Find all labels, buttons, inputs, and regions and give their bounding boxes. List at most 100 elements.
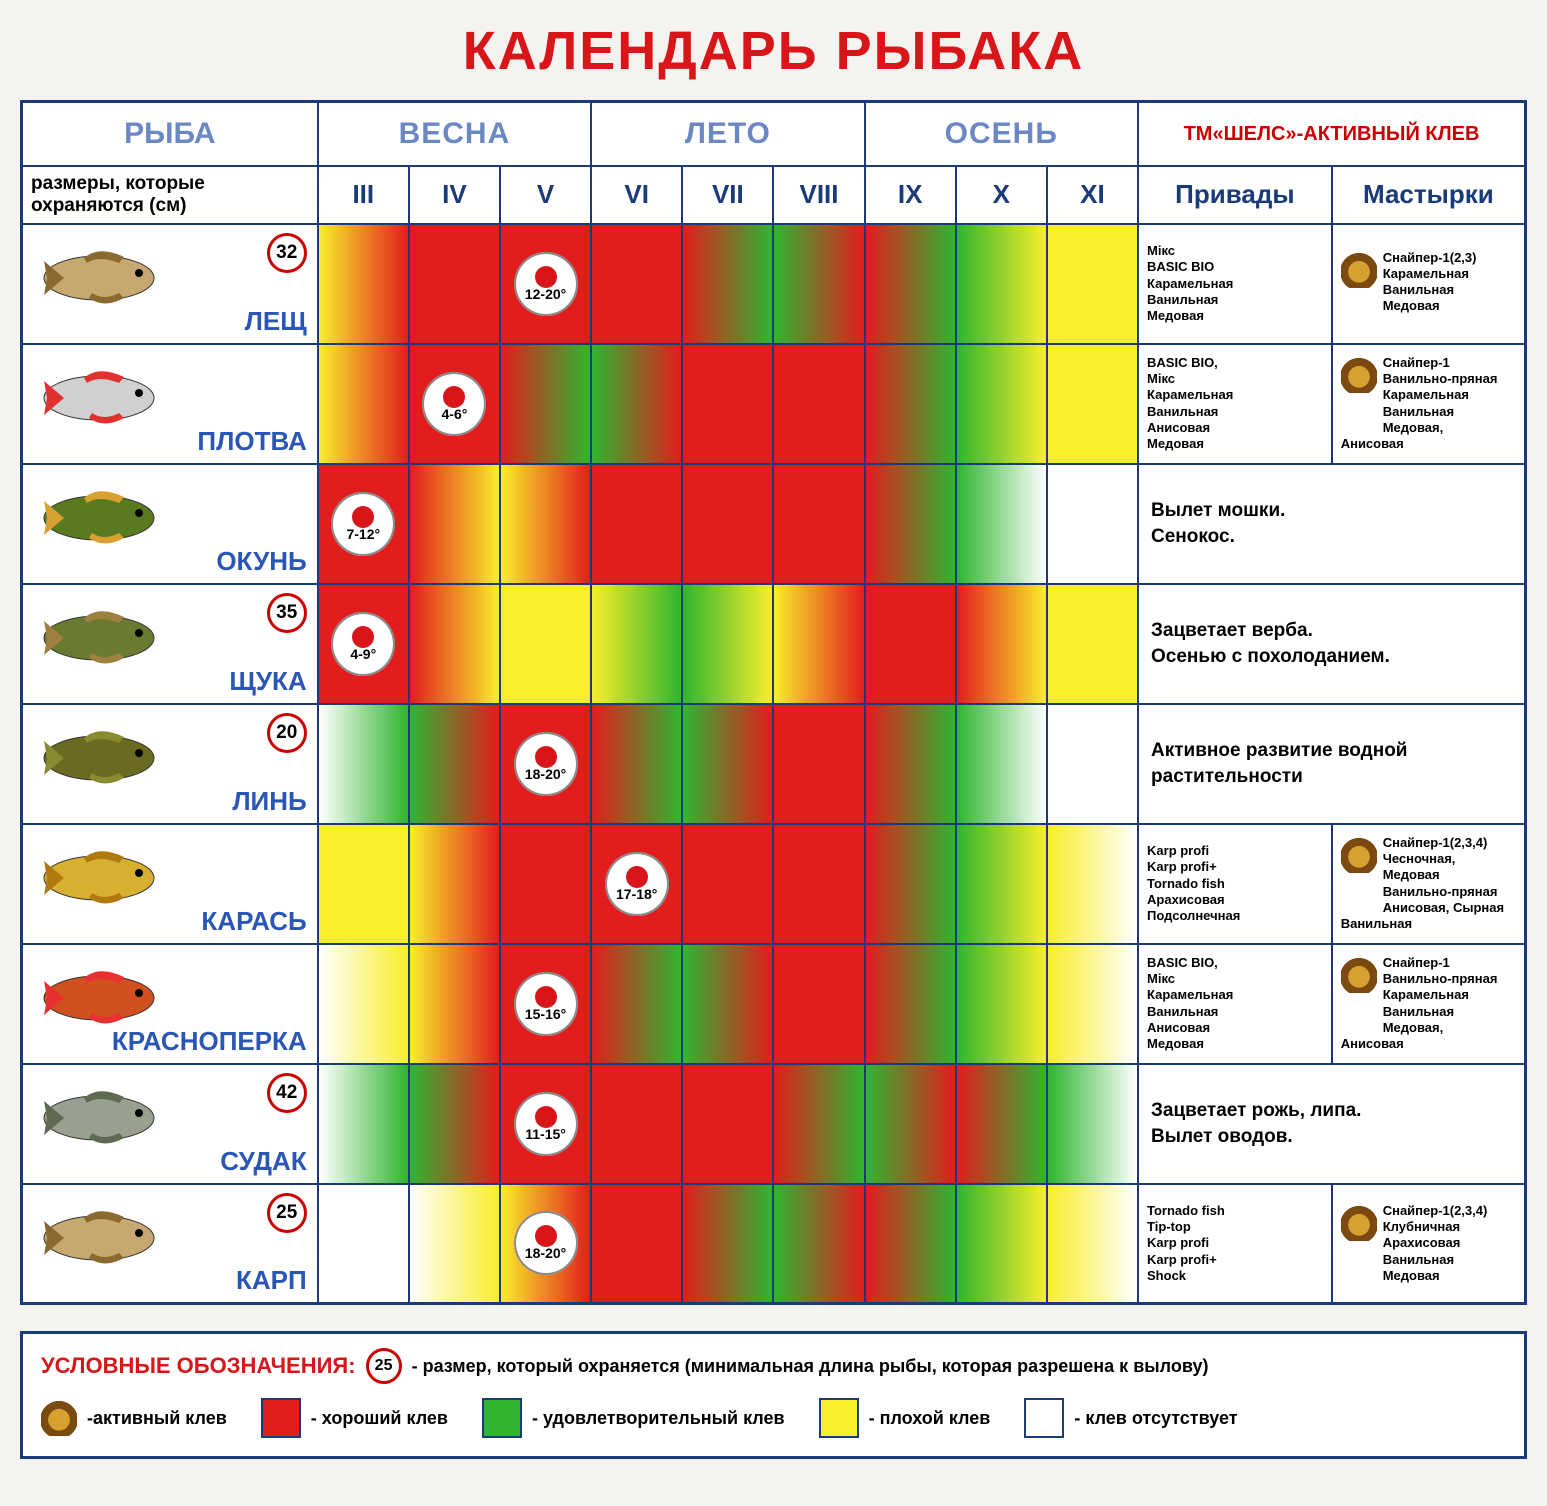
beetle-icon [1341,1205,1377,1241]
hdr-month: VIII [773,166,864,224]
fish-icon [29,723,179,793]
month-cell [865,944,956,1064]
privady-cell: Tornado fishTip-topKarp profiKarp profi+… [1138,1184,1332,1304]
month-cell [682,344,773,464]
privady-cell: BASIC BIO,МіксКарамельнаяВанильнаяАнисов… [1138,944,1332,1064]
month-cell [318,704,409,824]
month-cell [773,824,864,944]
hdr-month: IX [865,166,956,224]
spawn-badge: 11-15° [514,1092,578,1156]
month-cell [682,584,773,704]
legend-box: УСЛОВНЫЕ ОБОЗНАЧЕНИЯ: 25 - размер, котор… [20,1331,1527,1459]
fish-name: ЛИНЬ [232,786,306,817]
hdr-month: XI [1047,166,1138,224]
fish-cell: 35ЩУКА [22,584,318,704]
month-cell: 18-20° [500,1184,591,1304]
hdr-fish: РЫБА [22,102,318,167]
month-cell [682,824,773,944]
month-cell [865,1064,956,1184]
hdr-month: III [318,166,409,224]
month-cell [773,944,864,1064]
hdr-autumn: ОСЕНЬ [865,102,1138,167]
month-cell [773,344,864,464]
month-cell [773,584,864,704]
hdr-privady: Привады [1138,166,1332,224]
month-cell [500,584,591,704]
hdr-sizes-note: размеры, которые охраняются (см) [22,166,318,224]
hdr-month: IV [409,166,500,224]
month-cell [773,1064,864,1184]
fish-row: 42СУДАК11-15°Зацветает рожь, липа.Вылет … [22,1064,1526,1184]
month-cell [318,1064,409,1184]
month-cell [773,1184,864,1304]
legend-heading: УСЛОВНЫЕ ОБОЗНАЧЕНИЯ: [41,1353,356,1379]
spawn-badge: 7-12° [331,492,395,556]
fish-row: 25КАРП18-20°Tornado fishTip-topKarp prof… [22,1184,1526,1304]
month-cell [1047,224,1138,344]
privady-cell: Karp profiKarp profi+Tornado fishАрахисо… [1138,824,1332,944]
month-cell [500,824,591,944]
month-cell [318,344,409,464]
month-cell [1047,824,1138,944]
month-cell [318,1184,409,1304]
fish-name: КАРП [236,1265,307,1296]
month-cell [591,704,682,824]
month-cell: 11-15° [500,1064,591,1184]
spawn-badge: 4-9° [331,612,395,676]
fish-icon [29,363,179,433]
legend-item: -активный клев [41,1400,227,1436]
size-badge: 42 [267,1073,307,1113]
month-cell [591,584,682,704]
month-cell [591,1064,682,1184]
month-cell [865,344,956,464]
hdr-month: VI [591,166,682,224]
legend-size-text: - размер, который охраняется (минимальна… [412,1356,1209,1377]
month-cell [1047,1184,1138,1304]
fish-name: ЩУКА [229,666,306,697]
month-cell [956,824,1047,944]
month-cell [409,224,500,344]
month-cell [409,704,500,824]
beetle-icon [41,1400,77,1436]
note-cell: Активное развитие водной растительности [1138,704,1525,824]
fish-row: КАРАСЬ 17-18° Karp profiKarp profi+Tornado… [22,824,1526,944]
month-cell [682,704,773,824]
mastyrki-cell: Снайпер-1Ванильно-прянаяКарамельнаяВанил… [1332,344,1526,464]
beetle-icon [1341,357,1377,393]
month-cell [591,1184,682,1304]
fishing-calendar-table: РЫБА ВЕСНА ЛЕТО ОСЕНЬ ТМ«ШЕЛС»-АКТИВНЫЙ … [20,100,1527,1305]
spawn-badge: 17-18° [605,852,669,916]
month-cell [318,224,409,344]
legend-item: - хороший клев [261,1398,448,1438]
month-cell [865,704,956,824]
month-cell [682,944,773,1064]
fish-cell: 32ЛЕЩ [22,224,318,344]
month-cell [409,824,500,944]
month-cell [773,464,864,584]
hdr-summer: ЛЕТО [591,102,864,167]
fish-cell: КАРАСЬ [22,824,318,944]
fish-icon [29,483,179,553]
legend-swatch [482,1398,522,1438]
hdr-month: V [500,166,591,224]
spawn-badge: 12-20° [514,252,578,316]
legend-swatch [1024,1398,1064,1438]
month-cell: 12-20° [500,224,591,344]
month-cell [956,464,1047,584]
hdr-mastyrki: Мастырки [1332,166,1526,224]
fish-cell: КРАСНОПЕРКА [22,944,318,1064]
month-cell [956,344,1047,464]
fish-cell: ОКУНЬ [22,464,318,584]
month-cell [956,944,1047,1064]
legend-size-badge: 25 [366,1348,402,1384]
mastyrki-cell: Снайпер-1(2,3)КарамельнаяВанильнаяМедова… [1332,224,1526,344]
fish-name: СУДАК [220,1146,306,1177]
mastyrki-cell: Снайпер-1(2,3,4)КлубничнаяАрахисоваяВани… [1332,1184,1526,1304]
fish-icon [29,843,179,913]
legend-swatch [819,1398,859,1438]
size-badge: 20 [267,713,307,753]
fish-row: 35ЩУКА4-9°Зацветает верба.Осенью с похол… [22,584,1526,704]
privady-cell: BASIC BIO,МіксКарамельнаяВанильнаяАнисов… [1138,344,1332,464]
fish-name: КАРАСЬ [201,906,306,937]
fish-cell: 20 ЛИНЬ [22,704,318,824]
